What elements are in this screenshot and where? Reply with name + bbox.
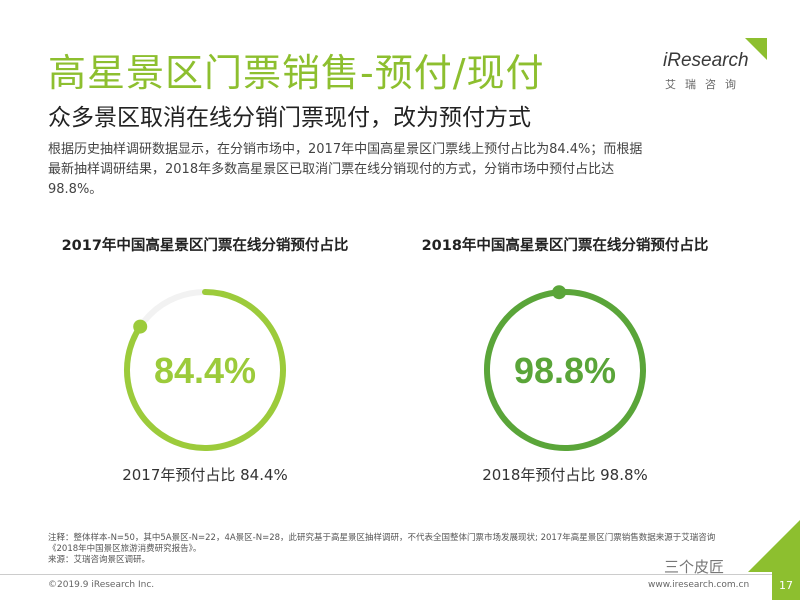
- ring-arc-2017: [124, 289, 286, 451]
- center-value-label: 98.8%: [514, 350, 616, 391]
- copyright: ©2019.9 iResearch Inc.: [48, 580, 155, 590]
- footnote-line: 《2018年中国景区旅游消费研究报告》。: [48, 544, 202, 554]
- center-value-label: 84.4%: [154, 350, 256, 391]
- chart-title: 2018年中国高星景区门票在线分销预付占比: [421, 238, 709, 254]
- iresearch-logo: iResearch 艾瑞咨询: [657, 38, 767, 98]
- ring-end-dot-2017: [133, 319, 148, 334]
- page-number: 17: [772, 572, 800, 600]
- ring-chart-2018: 98.8%: [484, 285, 646, 451]
- intro-paragraph: 根据历史抽样调研数据显示，在分销市场中，2017年中国高星景区门票线上预付占比为…: [48, 142, 643, 197]
- corner-triangle-icon: [748, 520, 800, 572]
- website-link[interactable]: www.iresearch.com.cn: [648, 580, 750, 590]
- page-subtitle: 众多景区取消在线分销门票现付，改为预付方式: [48, 105, 531, 131]
- footer-divider: [0, 574, 800, 575]
- logo-triangle-icon: [745, 38, 767, 60]
- page-title: 高星景区门票销售-预付/现付: [48, 51, 545, 95]
- logo-cn-name: 艾瑞咨询: [665, 78, 745, 91]
- chart-caption: 2018年预付占比 98.8%: [482, 466, 648, 484]
- footnote-line: 注释：整体样本-N=50，其中5A景区-N=22，4A景区-N=28，此研究基于…: [48, 533, 716, 543]
- chart-title: 2017年中国高星景区门票在线分销预付占比: [61, 238, 349, 254]
- ring-chart-2017: 84.4%: [124, 289, 286, 451]
- ring-end-dot-2018: [552, 285, 567, 300]
- logo-wordmark: iResearch: [663, 50, 749, 71]
- chart-2018: 2018年中国高星景区门票在线分销预付占比 98.8% 2018年预付占比 98…: [420, 234, 710, 504]
- watermark: 三个皮匠: [664, 558, 725, 576]
- footnote: 注释：整体样本-N=50，其中5A景区-N=22，4A景区-N=28，此研究基于…: [48, 533, 758, 566]
- chart-2017: 2017年中国高星景区门票在线分销预付占比 84.4% 2017年预付占比 84…: [60, 234, 350, 504]
- ring-arc-2018: [484, 289, 646, 451]
- footnote-source: 来源：艾瑞咨询景区调研。: [48, 555, 151, 565]
- chart-caption: 2017年预付占比 84.4%: [122, 466, 288, 484]
